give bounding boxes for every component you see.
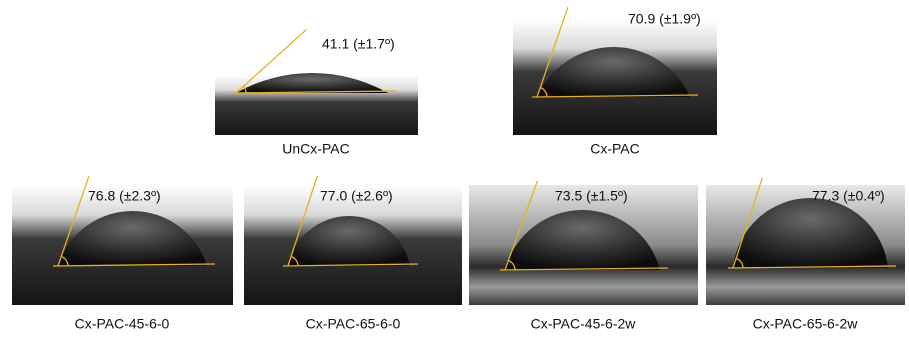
angle-value: 70.9 (±1.9º) xyxy=(628,11,701,27)
angle-value: 77.3 (±0.4º) xyxy=(812,188,885,204)
panel-label: Cx-PAC-45-6-0 xyxy=(75,316,170,332)
angle-value: 76.8 (±2.3º) xyxy=(88,188,161,204)
angle-value: 77.0 (±2.6º) xyxy=(320,188,393,204)
panel-label: Cx-PAC-65-6-2w xyxy=(753,316,859,332)
angle-value: 41.1 (±1.7º) xyxy=(322,36,395,52)
panel-label: Cx-PAC-65-6-0 xyxy=(306,316,401,332)
figure: 41.1 (±1.7º) UnCx-PAC 70.9 (±1.9º) Cx-PAC 76… xyxy=(0,0,909,338)
angle-value: 73.5 (±1.5º) xyxy=(555,188,628,204)
panel-label: UnCx-PAC xyxy=(282,141,349,157)
panel-label: Cx-PAC-45-6-2w xyxy=(531,316,637,332)
panel-label: Cx-PAC xyxy=(590,141,640,157)
